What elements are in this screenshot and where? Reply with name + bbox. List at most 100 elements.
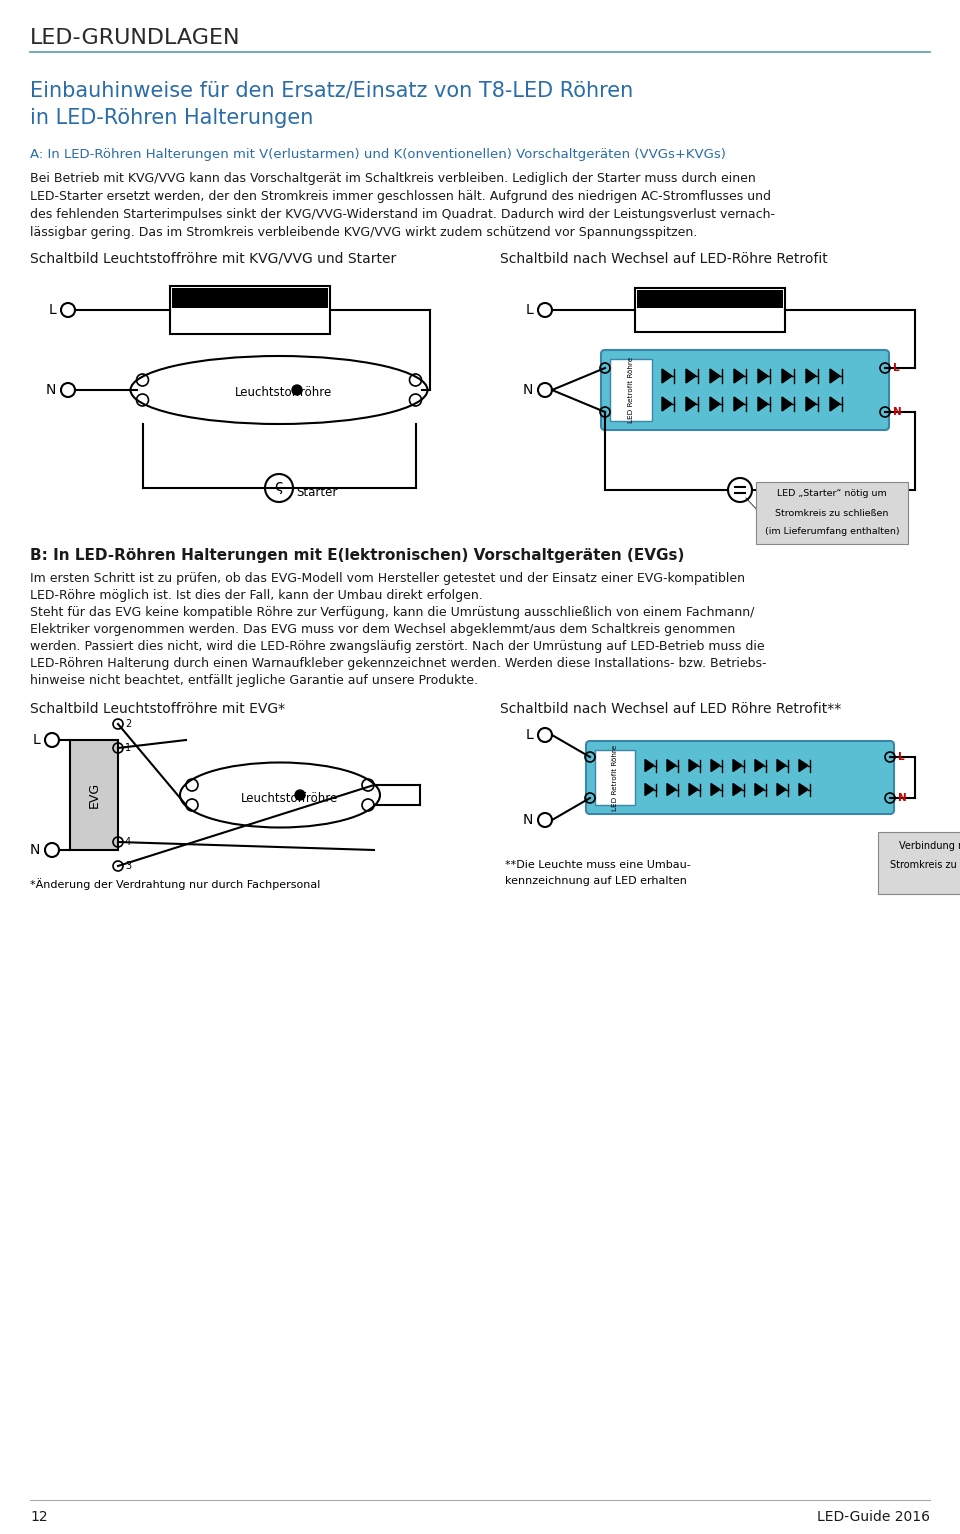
- Text: N: N: [522, 813, 533, 827]
- FancyBboxPatch shape: [756, 482, 908, 545]
- Polygon shape: [806, 397, 816, 411]
- Polygon shape: [806, 370, 816, 384]
- Polygon shape: [782, 397, 792, 411]
- Polygon shape: [662, 397, 672, 411]
- Text: LED Retrofit Röhre: LED Retrofit Röhre: [612, 744, 618, 810]
- Polygon shape: [710, 397, 720, 411]
- Text: B: In LED-Röhren Halterungen mit E(lektronischen) Vorschaltgeräten (EVGs): B: In LED-Röhren Halterungen mit E(lektr…: [30, 548, 684, 563]
- Polygon shape: [755, 759, 764, 772]
- Polygon shape: [758, 370, 768, 384]
- Text: LED-Röhren Halterung durch einen Warnaufkleber gekennzeichnet werden. Werden die: LED-Röhren Halterung durch einen Warnauf…: [30, 657, 766, 670]
- Text: L: L: [525, 304, 533, 318]
- Polygon shape: [782, 370, 792, 384]
- Text: N: N: [893, 407, 901, 417]
- Text: 12: 12: [30, 1509, 48, 1523]
- Text: kennzeichnung auf LED erhalten: kennzeichnung auf LED erhalten: [505, 876, 686, 887]
- Polygon shape: [686, 370, 696, 384]
- Polygon shape: [686, 397, 696, 411]
- Polygon shape: [689, 759, 698, 772]
- Polygon shape: [799, 784, 808, 796]
- Polygon shape: [645, 759, 654, 772]
- Text: LED-GRUNDLAGEN: LED-GRUNDLAGEN: [30, 28, 241, 48]
- Text: 3: 3: [125, 861, 132, 871]
- Polygon shape: [799, 759, 808, 772]
- Polygon shape: [777, 784, 786, 796]
- Text: hinweise nicht beachtet, entfällt jegliche Garantie auf unsere Produkte.: hinweise nicht beachtet, entfällt jeglic…: [30, 673, 478, 687]
- Text: Leuchtstoffröhre: Leuchtstoffröhre: [235, 387, 332, 399]
- Polygon shape: [777, 759, 786, 772]
- Text: Schaltbild nach Wechsel auf LED Röhre Retrofit**: Schaltbild nach Wechsel auf LED Röhre Re…: [500, 703, 841, 716]
- FancyBboxPatch shape: [878, 831, 960, 894]
- Text: KVG: KVG: [697, 313, 723, 325]
- Text: Stromkreis zu schließen.: Stromkreis zu schließen.: [890, 861, 960, 870]
- Text: Starter: Starter: [296, 485, 337, 499]
- Polygon shape: [734, 370, 744, 384]
- FancyBboxPatch shape: [637, 290, 783, 308]
- Text: (im Lieferumfang enthalten): (im Lieferumfang enthalten): [765, 528, 900, 537]
- Text: Leuchtstoffröhre: Leuchtstoffröhre: [241, 792, 339, 804]
- Text: L: L: [525, 729, 533, 742]
- FancyBboxPatch shape: [610, 359, 652, 420]
- Polygon shape: [755, 784, 764, 796]
- Text: N: N: [30, 844, 40, 858]
- Text: lässigbar gering. Das im Stromkreis verbleibende KVG/VVG wirkt zudem schützend v: lässigbar gering. Das im Stromkreis verb…: [30, 225, 697, 239]
- Text: N: N: [898, 793, 907, 802]
- Text: LED-Starter ersetzt werden, der den Stromkreis immer geschlossen hält. Aufgrund : LED-Starter ersetzt werden, der den Stro…: [30, 190, 771, 202]
- Text: 4: 4: [125, 838, 132, 847]
- Text: N: N: [46, 384, 56, 397]
- Text: Einbauhinweise für den Ersatz/Einsatz von T8-LED Röhren: Einbauhinweise für den Ersatz/Einsatz vo…: [30, 80, 634, 100]
- Polygon shape: [733, 759, 742, 772]
- Text: Schaltbild Leuchtstoffröhre mit KVG/VVG und Starter: Schaltbild Leuchtstoffröhre mit KVG/VVG …: [30, 252, 396, 265]
- Text: L: L: [893, 364, 900, 373]
- FancyBboxPatch shape: [635, 288, 785, 331]
- FancyBboxPatch shape: [70, 739, 118, 850]
- Text: 2: 2: [125, 719, 132, 729]
- Text: Bei Betrieb mit KVG/VVG kann das Vorschaltgerät im Schaltkreis verbleiben. Ledig: Bei Betrieb mit KVG/VVG kann das Vorscha…: [30, 172, 756, 186]
- Text: in LED-Röhren Halterungen: in LED-Röhren Halterungen: [30, 107, 313, 127]
- Text: werden. Passiert dies nicht, wird die LED-Röhre zwangsläufig zerstört. Nach der : werden. Passiert dies nicht, wird die LE…: [30, 640, 764, 653]
- Text: EVG: EVG: [87, 782, 101, 808]
- Polygon shape: [667, 759, 676, 772]
- Polygon shape: [689, 784, 698, 796]
- Polygon shape: [758, 397, 768, 411]
- Text: Im ersten Schritt ist zu prüfen, ob das EVG-Modell vom Hersteller getestet und d: Im ersten Schritt ist zu prüfen, ob das …: [30, 572, 745, 584]
- Text: ς: ς: [275, 480, 283, 494]
- Polygon shape: [733, 784, 742, 796]
- Polygon shape: [710, 370, 720, 384]
- Text: LED-Röhre möglich ist. Ist dies der Fall, kann der Umbau direkt erfolgen.: LED-Röhre möglich ist. Ist dies der Fall…: [30, 589, 483, 601]
- FancyBboxPatch shape: [586, 741, 894, 815]
- Circle shape: [292, 385, 302, 394]
- FancyBboxPatch shape: [601, 350, 889, 430]
- Text: Steht für das EVG keine kompatible Röhre zur Verfügung, kann die Umrüstung aussc: Steht für das EVG keine kompatible Röhre…: [30, 606, 755, 620]
- Text: L: L: [48, 304, 56, 318]
- Polygon shape: [734, 397, 744, 411]
- Polygon shape: [711, 784, 720, 796]
- Text: 1: 1: [125, 742, 132, 753]
- Text: des fehlenden Starterimpulses sinkt der KVG/VVG-Widerstand im Quadrat. Dadurch w: des fehlenden Starterimpulses sinkt der …: [30, 209, 775, 221]
- Polygon shape: [830, 397, 840, 411]
- Polygon shape: [711, 759, 720, 772]
- Text: KVG: KVG: [237, 313, 263, 327]
- Text: LED „Starter“ nötig um: LED „Starter“ nötig um: [778, 489, 887, 499]
- Text: N: N: [522, 384, 533, 397]
- FancyBboxPatch shape: [172, 288, 328, 308]
- Text: LED Retrofit Röhre: LED Retrofit Röhre: [628, 357, 634, 423]
- Text: LED-Guide 2016: LED-Guide 2016: [817, 1509, 930, 1523]
- Text: Schaltbild Leuchtstoffröhre mit EVG*: Schaltbild Leuchtstoffröhre mit EVG*: [30, 703, 285, 716]
- Polygon shape: [667, 784, 676, 796]
- FancyBboxPatch shape: [595, 750, 635, 805]
- Text: A: In LED-Röhren Halterungen mit V(erlustarmen) und K(onventionellen) Vorschaltg: A: In LED-Röhren Halterungen mit V(erlus…: [30, 147, 726, 161]
- Text: Schaltbild nach Wechsel auf LED-Röhre Retrofit: Schaltbild nach Wechsel auf LED-Röhre Re…: [500, 252, 828, 265]
- Text: Stromkreis zu schließen: Stromkreis zu schließen: [776, 508, 889, 517]
- Text: Elektriker vorgenommen werden. Das EVG muss vor dem Wechsel abgeklemmt/aus dem S: Elektriker vorgenommen werden. Das EVG m…: [30, 623, 735, 637]
- FancyBboxPatch shape: [170, 285, 330, 334]
- Text: **Die Leuchte muss eine Umbau-: **Die Leuchte muss eine Umbau-: [505, 861, 691, 870]
- Text: *Änderung der Verdrahtung nur durch Fachpersonal: *Änderung der Verdrahtung nur durch Fach…: [30, 877, 321, 890]
- Circle shape: [295, 790, 305, 801]
- Polygon shape: [645, 784, 654, 796]
- Text: L: L: [898, 752, 904, 762]
- Text: L: L: [33, 733, 40, 747]
- Polygon shape: [830, 370, 840, 384]
- Polygon shape: [662, 370, 672, 384]
- Text: Verbindung nötig um: Verbindung nötig um: [899, 841, 960, 851]
